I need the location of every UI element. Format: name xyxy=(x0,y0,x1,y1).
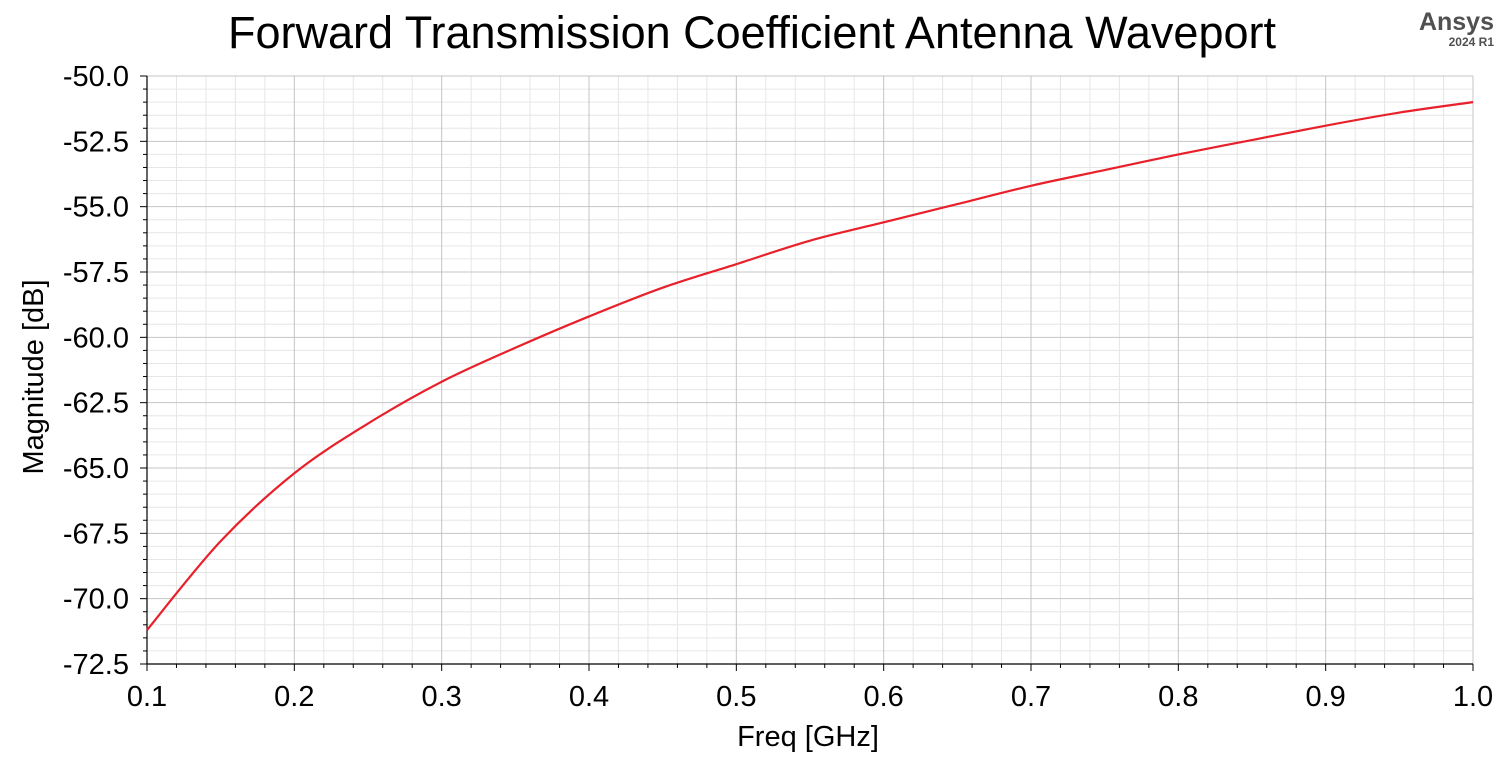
axes xyxy=(140,75,1474,671)
x-tick-label: 1.0 xyxy=(1453,681,1493,713)
tick-labels: 0.1 0.2 0.3 0.4 0.5 0.6 0.7 0.8 0.9 1.0 -50.0 -52.5… xyxy=(63,61,1493,713)
y-tick-label: -72.5 xyxy=(63,649,129,681)
y-axis-label: Magnitude [dB] xyxy=(18,279,50,474)
y-tick-label: -52.5 xyxy=(63,126,129,158)
y-tick-label: -60.0 xyxy=(63,322,129,354)
x-axis-label: Freq [GHz] xyxy=(737,721,879,753)
x-tick-label: 0.7 xyxy=(1011,681,1051,713)
series-layer xyxy=(146,101,1474,631)
y-tick-label: -50.0 xyxy=(63,61,129,93)
plot-area xyxy=(147,76,1473,664)
chart-title: Forward Transmission Coefficient Antenna… xyxy=(228,7,1276,58)
x-tick-label: 0.3 xyxy=(422,681,462,713)
ansys-logo: Ansys xyxy=(1419,8,1494,36)
y-tick-label: -65.0 xyxy=(63,453,129,485)
x-tick-label: 0.8 xyxy=(1158,681,1198,713)
y-tick-label: -70.0 xyxy=(63,584,129,616)
x-tick-label: 0.1 xyxy=(127,681,167,713)
y-tick-label: -62.5 xyxy=(63,388,129,420)
x-tick-label: 0.4 xyxy=(569,681,609,713)
ansys-version: 2024 R1 xyxy=(1449,35,1495,49)
y-tick-label: -55.0 xyxy=(63,192,129,224)
x-tick-label: 0.2 xyxy=(274,681,314,713)
series-line xyxy=(146,101,1474,631)
x-tick-label: 0.9 xyxy=(1306,681,1346,713)
y-tick-label: -57.5 xyxy=(63,257,129,289)
y-tick-label: -67.5 xyxy=(63,518,129,550)
x-tick-label: 0.5 xyxy=(716,681,756,713)
grid xyxy=(146,75,1474,665)
x-tick-label: 0.6 xyxy=(864,681,904,713)
